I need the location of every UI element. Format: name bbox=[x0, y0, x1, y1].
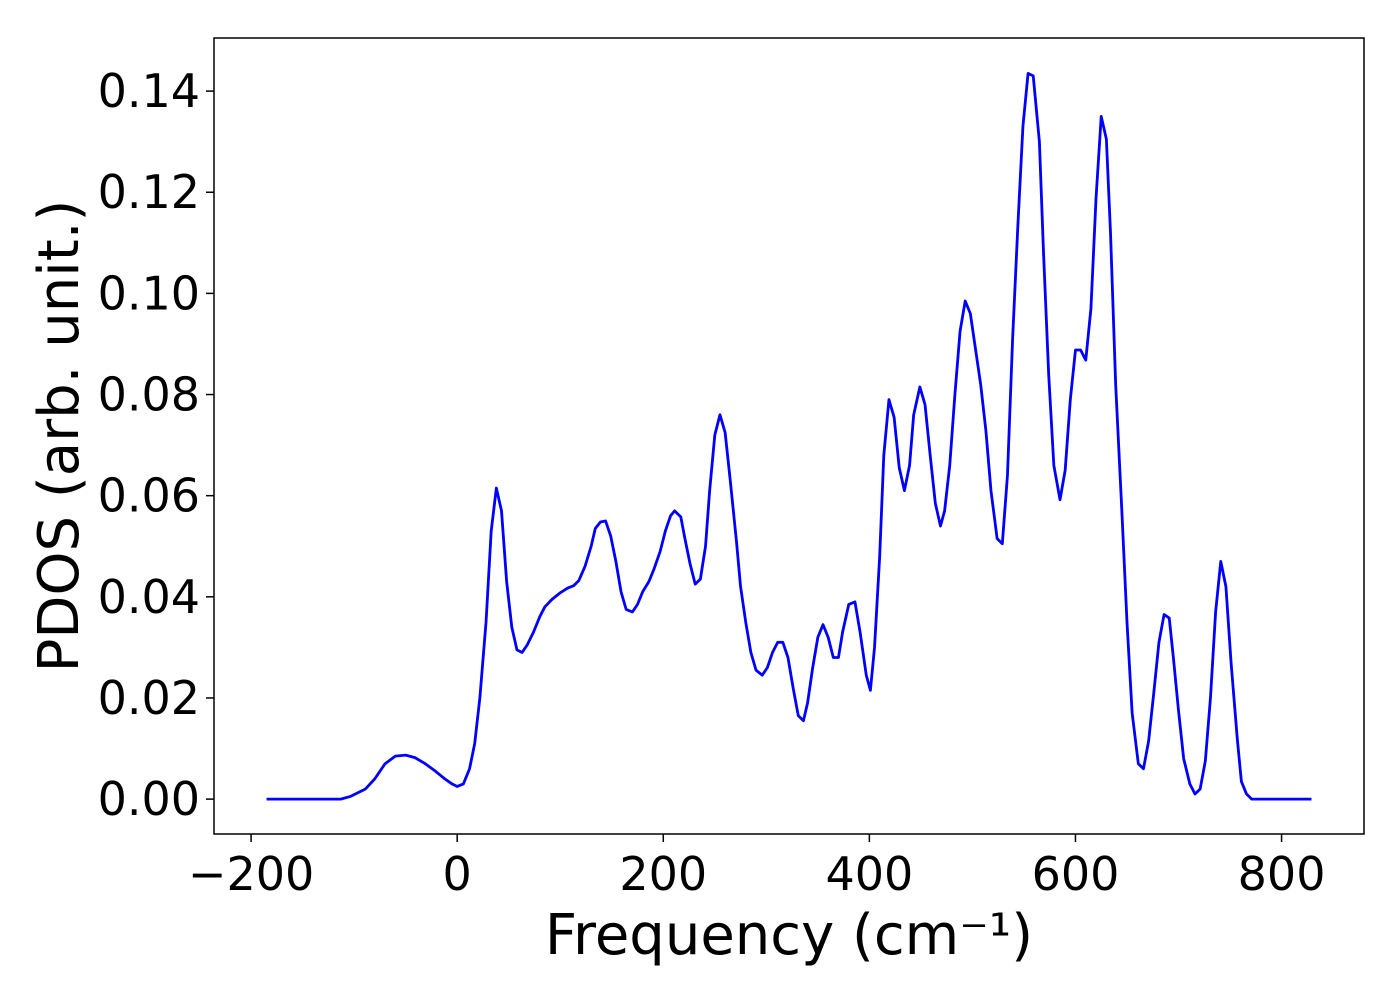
y-tick-label: 0.04 bbox=[98, 570, 200, 624]
y-axis-label: PDOS (arb. unit.) bbox=[27, 200, 92, 673]
pdos-line bbox=[266, 72, 1312, 801]
y-tick-label: 0.02 bbox=[98, 671, 200, 725]
y-tick-label: 0.08 bbox=[98, 368, 200, 422]
x-tick-label: 0 bbox=[443, 847, 472, 901]
y-tick-label: 0.00 bbox=[98, 772, 200, 826]
x-tick-label: −200 bbox=[188, 847, 314, 901]
x-tick-label: 600 bbox=[1032, 847, 1120, 901]
y-tick-label: 0.06 bbox=[98, 469, 200, 523]
x-tick-label: 400 bbox=[825, 847, 913, 901]
plot-frame bbox=[213, 37, 1365, 835]
x-tick-label: 800 bbox=[1238, 847, 1326, 901]
y-tick-label: 0.14 bbox=[98, 64, 200, 118]
x-axis-label: Frequency (cm⁻¹) bbox=[545, 903, 1033, 968]
x-tick-label: 200 bbox=[619, 847, 707, 901]
y-tick-label: 0.12 bbox=[98, 165, 200, 219]
y-tick-label: 0.10 bbox=[98, 266, 200, 320]
